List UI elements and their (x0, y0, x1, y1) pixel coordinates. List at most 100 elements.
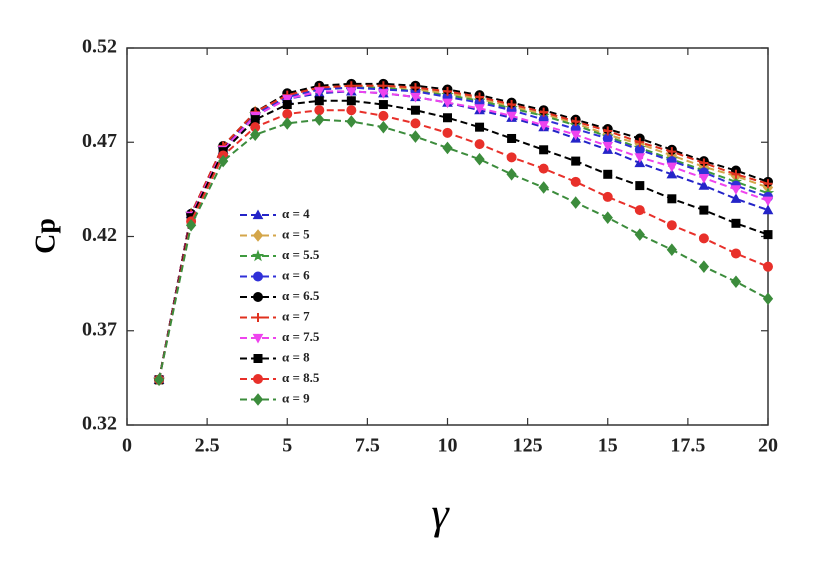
legend-marker (251, 249, 265, 262)
point (378, 110, 389, 121)
point (730, 275, 742, 289)
legend-marker (253, 271, 263, 282)
point (635, 181, 645, 191)
point (506, 152, 517, 163)
point (603, 126, 613, 136)
legend-label: α = 8.5 (282, 370, 320, 385)
point (443, 86, 452, 96)
legend-label: α = 5 (282, 226, 310, 241)
point (763, 230, 773, 240)
point (474, 152, 485, 166)
y-tick-label: 0.32 (82, 413, 117, 435)
point (378, 81, 388, 91)
point (378, 100, 388, 110)
point (602, 211, 613, 224)
point (314, 96, 324, 106)
series-line (158, 84, 769, 380)
legend-label: α = 7.5 (282, 329, 320, 344)
legend-label: α = 4 (282, 206, 310, 221)
point (571, 156, 581, 166)
point (731, 169, 741, 179)
x-tick-label: 10 (438, 435, 458, 457)
legend-marker (253, 374, 263, 384)
legend-label: α = 8 (282, 349, 310, 364)
y-tick-label: 0.52 (82, 36, 117, 58)
point (442, 98, 453, 109)
series-line (158, 99, 769, 380)
point (731, 218, 741, 228)
point (602, 141, 614, 152)
point (570, 176, 581, 187)
point (698, 173, 710, 184)
legend-marker (252, 229, 264, 242)
x-tick-label: 17.5 (670, 435, 705, 457)
point (699, 205, 709, 215)
y-tick-label: 0.47 (82, 130, 117, 152)
legend-marker (252, 209, 264, 220)
point (602, 191, 613, 202)
point (410, 105, 420, 115)
point (185, 218, 197, 232)
legend-label: α = 5.5 (282, 247, 320, 262)
legend-label: α = 7 (282, 308, 310, 323)
legend-label: α = 9 (282, 390, 310, 405)
x-tick-label: 125 (513, 435, 543, 457)
point (730, 193, 742, 203)
point (539, 145, 549, 155)
point (346, 115, 357, 128)
point (667, 147, 677, 157)
point (539, 107, 549, 117)
point (762, 204, 774, 215)
point (410, 118, 421, 129)
point (538, 121, 549, 131)
point (475, 122, 485, 132)
series-line (158, 90, 769, 380)
point (506, 111, 517, 122)
point (570, 196, 581, 209)
legend-marker (253, 354, 263, 363)
legend-marker (252, 393, 264, 406)
point (666, 243, 677, 256)
point (763, 261, 773, 272)
point (698, 233, 709, 244)
point (410, 92, 421, 103)
point (442, 141, 453, 155)
point (314, 113, 325, 126)
x-tick-label: 20 (758, 435, 778, 457)
legend-marker (253, 292, 263, 302)
point (634, 205, 645, 216)
point (666, 168, 678, 179)
point (378, 89, 389, 99)
point (153, 373, 165, 387)
point (634, 228, 645, 241)
point (634, 153, 646, 163)
series-line (158, 86, 769, 380)
series-line (158, 118, 769, 380)
x-axis-label: γ (431, 489, 450, 538)
y-axis-label: Cp (30, 218, 61, 254)
point (346, 96, 356, 106)
point (410, 130, 421, 143)
y-tick-label: 0.42 (82, 224, 117, 246)
point (762, 292, 774, 305)
point (571, 117, 581, 127)
point (763, 179, 773, 189)
legend-marker (253, 313, 263, 322)
point (667, 194, 677, 204)
point (635, 137, 645, 147)
point (346, 105, 357, 116)
point (474, 139, 485, 150)
point (570, 130, 582, 141)
point (538, 181, 549, 194)
point (410, 83, 420, 93)
point (538, 163, 549, 174)
point (666, 162, 678, 173)
point (698, 180, 710, 190)
x-tick-label: 15 (598, 435, 618, 457)
point (282, 117, 293, 130)
point (282, 100, 292, 110)
point (443, 113, 452, 123)
point (507, 100, 517, 110)
point (475, 92, 485, 102)
point (346, 87, 357, 97)
